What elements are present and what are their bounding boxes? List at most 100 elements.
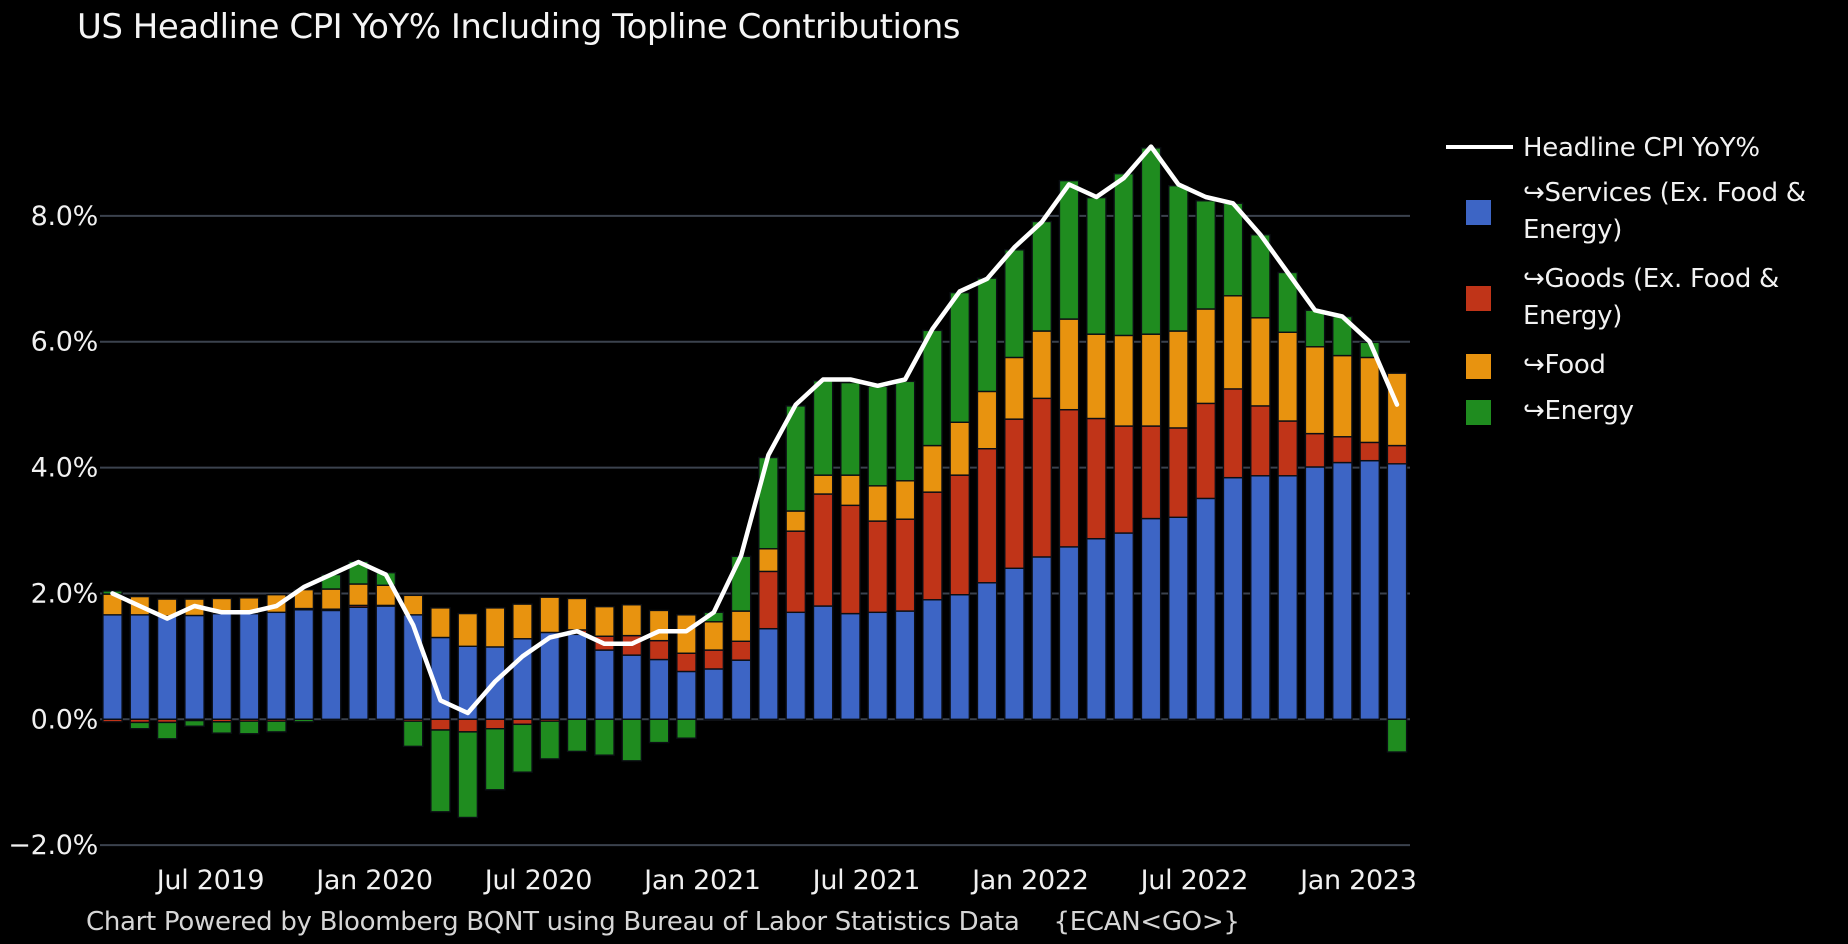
bar-segment-services [758,627,779,720]
bar-segment-services [238,612,260,720]
bar-segment-food [703,621,725,651]
x-axis-tick-label: Jul 2022 [1139,865,1248,896]
bar-segment-goods [785,530,807,614]
bar-segment-services [1277,475,1298,720]
bar-segment-energy [1058,179,1080,320]
bar-segment-energy [512,723,533,773]
bar-segment-goods [648,639,670,661]
bar-segment-services [211,612,233,720]
bar-segment-goods [894,518,916,612]
bar-segment-food [1113,334,1135,427]
bar-segment-energy [293,718,315,723]
bar-segment-goods [1304,432,1326,468]
bar-segment-energy [457,731,479,819]
bar-segment-food [1058,318,1080,411]
bar-segment-services [320,609,342,720]
bar-segment-services [1332,461,1353,720]
footer-attribution: Chart Powered by Bloomberg BQNT using Bu… [86,907,1020,937]
bar-segment-services [1004,567,1025,721]
bar-segment-food [484,607,506,648]
bar-segment-food [1359,356,1380,444]
bar-segment-goods [512,718,533,726]
footer-terminal-code: {ECAN<GO>} [1053,907,1240,937]
bar-segment-goods [1277,420,1298,477]
bar-segment-services [840,612,861,720]
y-axis-tick-label: 4.0% [31,453,98,484]
bar-segment-services [1222,476,1244,721]
bar-segment-goods [1222,388,1244,479]
bar-segment-food [1332,354,1353,438]
bar-segment-food [976,390,998,450]
bar-segment-food [1222,295,1244,390]
bar-segment-energy [211,721,233,734]
bar-segment-services [594,649,615,721]
bar-segment-food [758,548,779,573]
bar-segment-services [676,670,697,721]
bar-segment-energy [976,277,998,393]
bar-segment-goods [1195,402,1216,500]
bar-segment-services [1304,466,1326,721]
y-axis-tick-label: 8.0% [31,201,98,232]
y-axis-tick-label: 0.0% [31,704,98,735]
bar-segment-food [539,596,561,634]
bar-segment-goods [976,448,998,584]
bar-segment-goods [430,718,451,731]
bar-segment-food [949,421,971,476]
page-title: US Headline CPI YoY% Including Topline C… [77,7,960,47]
x-axis-tick-label: Jan 2020 [314,865,433,896]
bar-segment-services [1359,459,1380,721]
bar-segment-services [375,605,397,721]
bar-segment-goods [1058,408,1080,548]
bar-segment-energy [402,720,424,748]
bar-segment-energy [922,329,943,447]
bar-segment-goods [1004,418,1025,569]
bar-segment-food [894,480,916,520]
x-axis-tick-label: Jul 2021 [811,865,920,896]
bar-segment-services [730,659,752,721]
bar-segment-services [894,610,916,721]
bar-segment-energy [539,720,561,760]
bar-segment-food [512,603,533,640]
bar-segment-energy [594,718,615,756]
bar-segment-services [1168,516,1189,720]
bar-segment-services [812,605,834,721]
bar-segment-food [1277,331,1298,422]
bar-segment-services [1113,532,1135,721]
bar-segment-food [785,510,807,532]
bar-segment-services [1386,463,1408,721]
bar-segment-services [102,614,123,720]
bar-segment-goods [1332,436,1353,464]
bar-segment-energy [1168,184,1189,332]
bar-segment-food [594,605,615,637]
bar-segment-services [566,633,588,720]
bar-segment-energy [1222,202,1244,297]
bar-segment-services [648,658,670,720]
bar-segment-food [730,610,752,642]
headline-cpi-line [110,144,1400,716]
bar-segment-goods [922,491,943,601]
bar-segment-goods [758,570,779,630]
y-axis-tick-label: 6.0% [31,327,98,358]
bar-segment-goods [1086,417,1107,540]
bar-segment-energy [1195,200,1216,310]
bar-segment-food [812,474,834,495]
bar-segment-goods [812,493,834,607]
bar-segment-food [1195,308,1216,405]
bar-segment-food [348,583,369,607]
bar-segment-energy [840,381,861,476]
bar-segment-energy [621,718,643,762]
bar-segment-food [922,444,943,493]
bar-segment-goods [730,640,752,661]
bar-segment-services [129,614,151,720]
bar-segment-services [1140,517,1162,720]
bar-segment-energy [430,729,451,813]
bar-segment-energy [129,721,151,730]
bar-segment-services [348,606,369,721]
bar-segment-goods [867,520,889,614]
bar-segment-energy [266,720,287,733]
x-axis-tick-label: Jan 2021 [642,865,761,896]
bar-segment-services [1250,475,1271,720]
bar-segment-food [840,474,861,507]
bar-segment-services [1031,556,1053,721]
